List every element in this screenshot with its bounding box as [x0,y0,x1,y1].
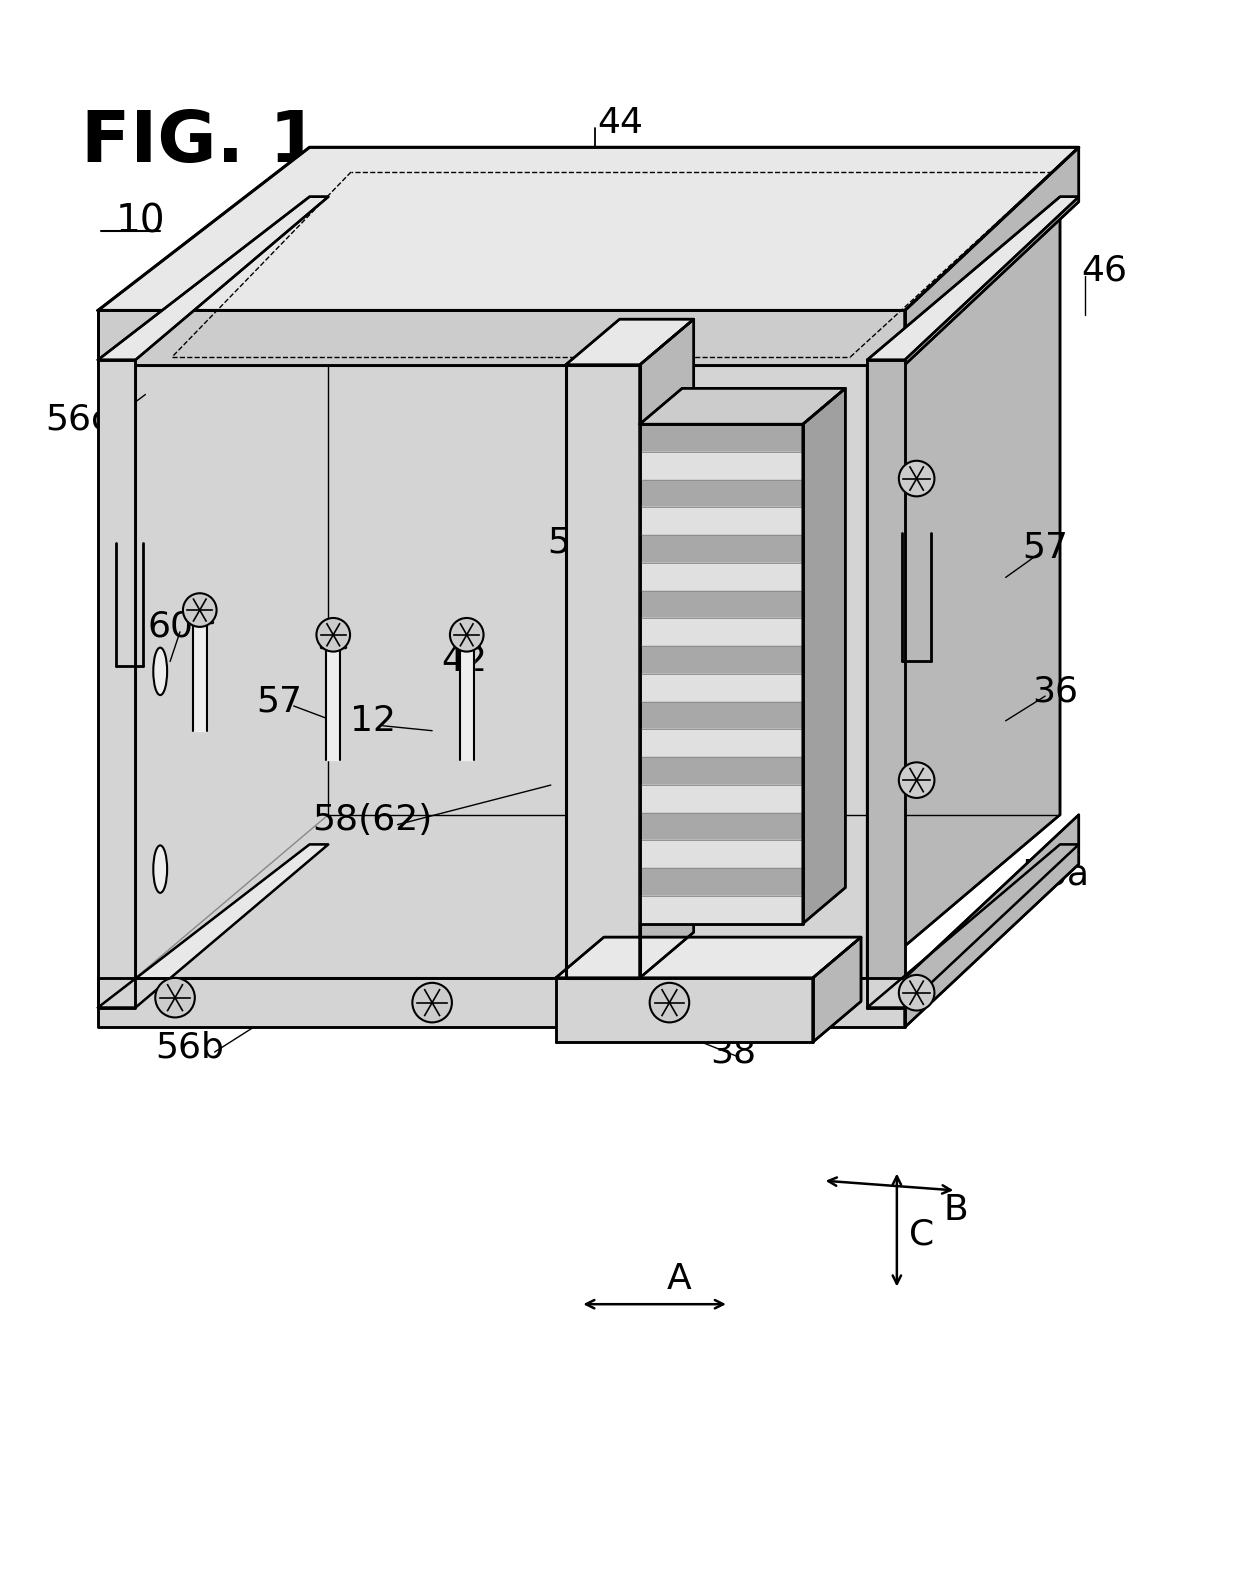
Circle shape [899,461,935,496]
Text: 36: 36 [1032,675,1078,708]
Polygon shape [135,201,1060,364]
Text: 38: 38 [711,1034,756,1069]
Polygon shape [98,310,905,364]
Polygon shape [135,364,867,977]
Circle shape [155,977,195,1017]
Text: 57: 57 [1022,531,1068,565]
Polygon shape [640,897,804,923]
Text: FIG. 1: FIG. 1 [81,108,320,177]
Polygon shape [640,840,804,868]
Polygon shape [640,535,804,562]
Text: 56c: 56c [45,402,112,436]
Text: B: B [944,1193,968,1228]
Bar [193,623,207,730]
Polygon shape [565,318,693,364]
Text: 54b: 54b [279,185,348,219]
Text: 58(62): 58(62) [312,803,433,836]
Bar [460,646,474,760]
Text: 56b: 56b [155,1030,224,1064]
Text: C: C [909,1218,934,1251]
Polygon shape [640,868,804,897]
Polygon shape [812,938,861,1042]
Circle shape [650,982,689,1022]
Circle shape [184,594,217,627]
Polygon shape [905,814,1079,1028]
Polygon shape [98,844,329,1007]
Text: 44a: 44a [532,150,600,184]
Text: 54a: 54a [363,195,432,228]
Polygon shape [640,757,804,784]
Text: 10: 10 [115,203,165,241]
Polygon shape [905,147,1079,364]
Text: 12: 12 [350,703,396,738]
Polygon shape [640,618,804,646]
Polygon shape [98,360,135,1007]
Circle shape [316,618,350,651]
Polygon shape [98,147,1079,310]
Polygon shape [640,673,804,702]
Text: 52: 52 [548,526,594,559]
Text: 57: 57 [255,684,301,718]
Polygon shape [640,702,804,729]
Text: 44b: 44b [605,150,675,184]
Polygon shape [640,562,804,591]
Polygon shape [98,196,329,360]
Polygon shape [867,360,905,1007]
Text: 44: 44 [596,106,644,139]
Polygon shape [640,318,693,977]
Polygon shape [640,425,804,451]
Ellipse shape [154,648,167,695]
Circle shape [413,982,451,1022]
Polygon shape [640,425,804,923]
Polygon shape [640,591,804,618]
Polygon shape [640,507,804,535]
Polygon shape [565,364,640,977]
Polygon shape [640,784,804,813]
Polygon shape [804,388,846,923]
Polygon shape [867,201,1060,977]
Polygon shape [867,196,1079,360]
Text: 60: 60 [148,610,193,643]
Polygon shape [556,938,861,977]
Polygon shape [640,451,804,480]
Circle shape [899,974,935,1011]
Circle shape [899,762,935,798]
Polygon shape [640,388,846,425]
Polygon shape [867,844,1079,1007]
Ellipse shape [154,846,167,893]
Polygon shape [640,646,804,673]
Text: 56a: 56a [1021,857,1089,892]
Text: 42: 42 [440,645,487,678]
Text: A: A [667,1262,692,1296]
Polygon shape [556,977,812,1042]
Text: 56d: 56d [882,239,951,272]
Text: 46: 46 [1081,253,1127,288]
Polygon shape [640,729,804,757]
Polygon shape [640,480,804,507]
Polygon shape [98,977,905,1028]
Bar [326,646,340,760]
Circle shape [450,618,484,651]
Polygon shape [640,813,804,840]
